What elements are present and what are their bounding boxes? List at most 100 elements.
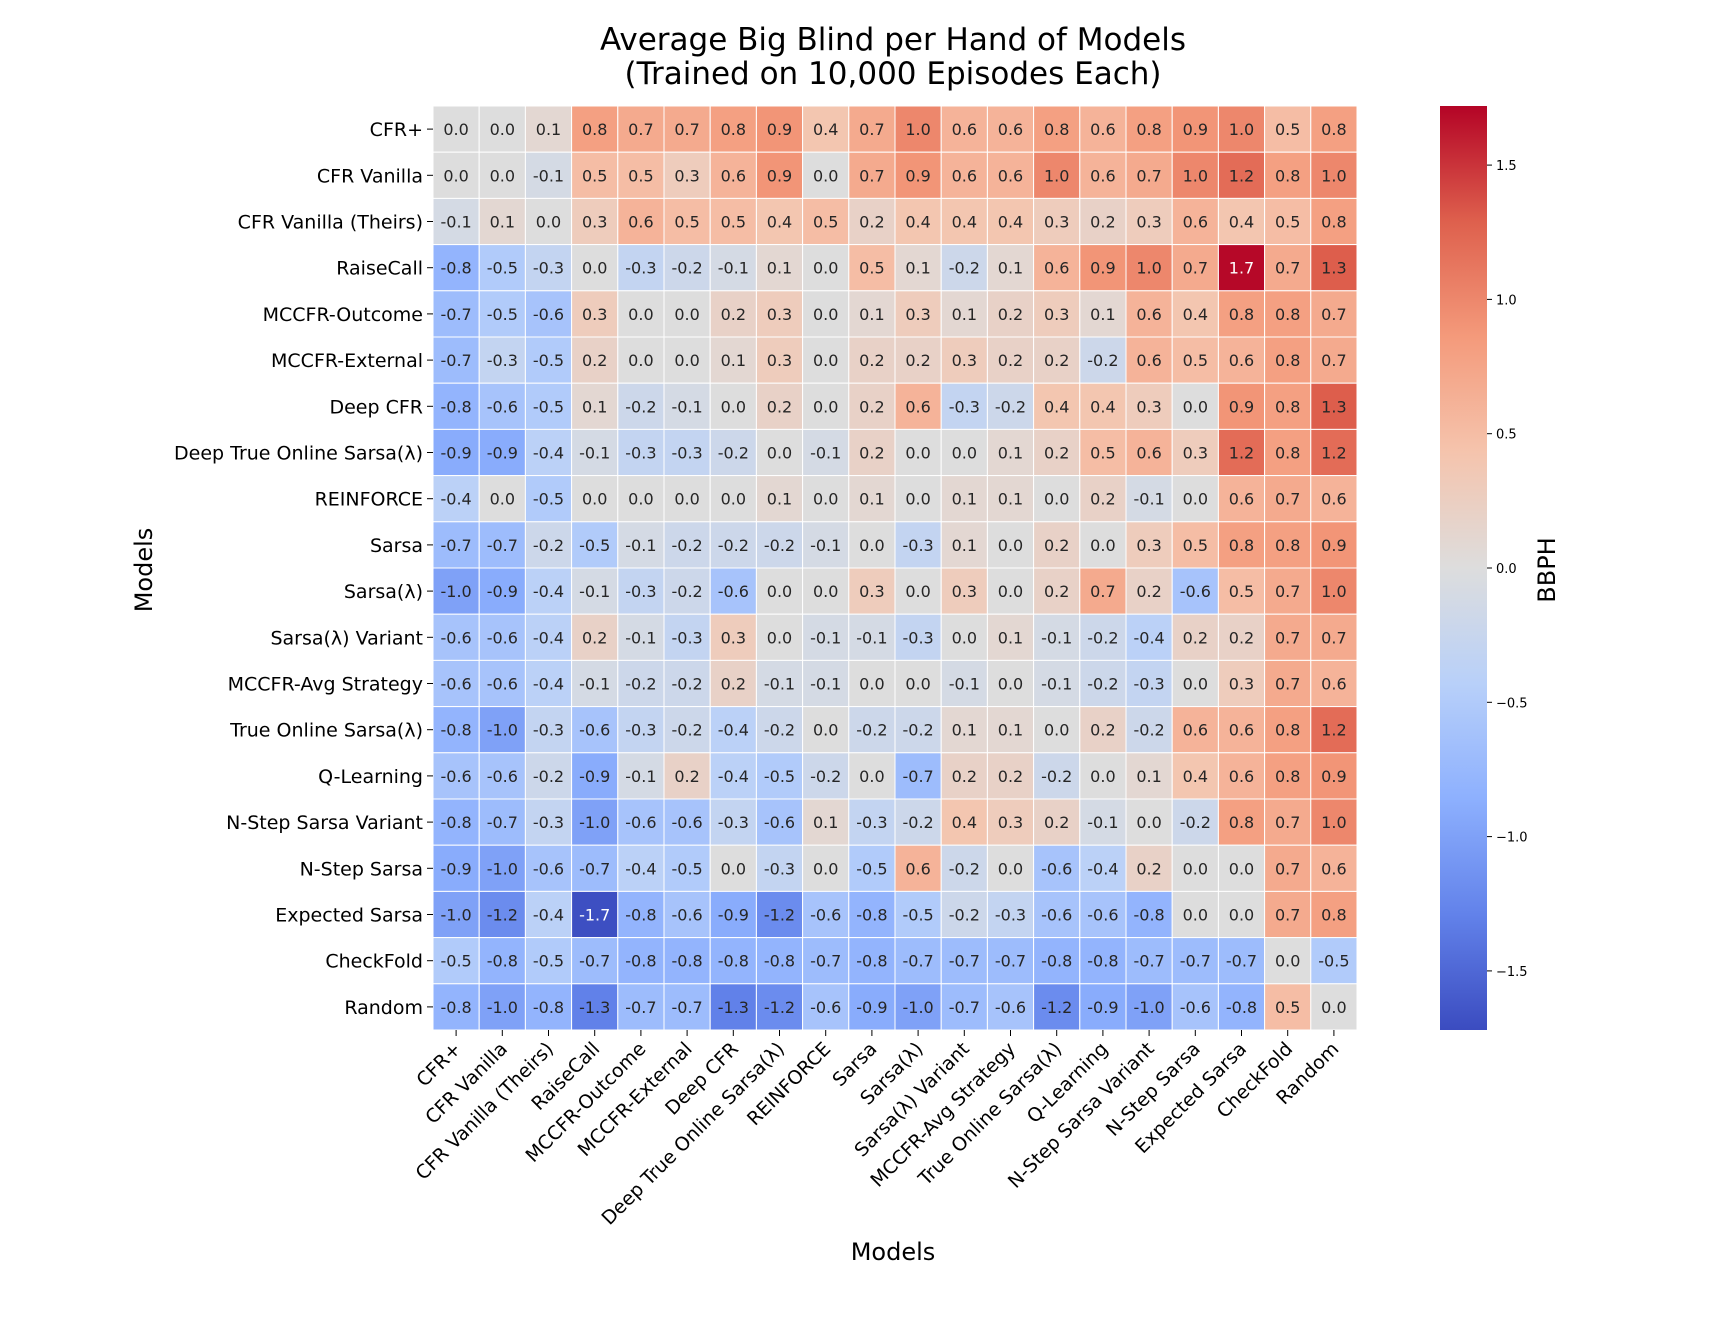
heatmap-cell bbox=[1033, 382, 1081, 430]
cell-value-label: -1.7 bbox=[579, 906, 610, 925]
cell-value-label: 0.8 bbox=[582, 120, 607, 139]
heatmap-cell bbox=[663, 382, 711, 430]
colorbar-ticks: 1.5 1.0 0.5 0.0 −0.5 −1.0 −1.5 bbox=[1487, 159, 1528, 980]
cell-value-label: 0.5 bbox=[1229, 582, 1254, 601]
cell-value-label: -0.7 bbox=[579, 859, 610, 878]
cell-value-label: -0.7 bbox=[810, 952, 841, 971]
heatmap-cell bbox=[571, 752, 619, 800]
heatmap-cell bbox=[1264, 659, 1312, 708]
cell-value-label: -0.8 bbox=[1226, 998, 1257, 1017]
heatmap-cell bbox=[802, 890, 850, 939]
heatmap-cell bbox=[709, 567, 757, 615]
cell-value-label: 0.1 bbox=[998, 259, 1023, 278]
colorbar-tick-label: −0.5 bbox=[1496, 696, 1528, 711]
cell-value-label: -0.3 bbox=[625, 721, 656, 740]
cell-value-label: 0.6 bbox=[1229, 721, 1254, 740]
heatmap-cell bbox=[755, 290, 804, 338]
cell-value-label: 0.0 bbox=[582, 259, 607, 278]
heatmap-cell bbox=[802, 983, 850, 1031]
heatmap-cell bbox=[663, 475, 711, 523]
cell-value-label: 1.7 bbox=[1229, 259, 1254, 278]
heatmap-cell bbox=[524, 290, 573, 338]
cell-value-label: 0.7 bbox=[1275, 906, 1300, 925]
heatmap-cell bbox=[802, 244, 850, 292]
cell-value-label: 0.8 bbox=[1275, 721, 1300, 740]
cell-value-label: -0.3 bbox=[764, 859, 795, 878]
cell-value-label: 0.0 bbox=[767, 628, 792, 647]
cell-value-label: 0.5 bbox=[813, 213, 838, 232]
cell-value-label: 0.0 bbox=[674, 305, 699, 324]
heatmap-cell bbox=[709, 983, 757, 1031]
cell-value-label: 0.1 bbox=[767, 259, 792, 278]
cell-value-label: -0.4 bbox=[1087, 859, 1118, 878]
cell-value-label: 0.1 bbox=[952, 536, 977, 555]
cell-value-label: 0.4 bbox=[905, 213, 930, 232]
cell-value-label: 0.1 bbox=[813, 813, 838, 832]
heatmap-cell bbox=[986, 475, 1035, 523]
cell-value-label: 1.0 bbox=[1183, 166, 1208, 185]
cell-value-label: 0.0 bbox=[628, 305, 653, 324]
heatmap-cell bbox=[1125, 844, 1173, 892]
heatmap-cell bbox=[1125, 105, 1173, 153]
heatmap-cell bbox=[478, 475, 526, 523]
heatmap-cell bbox=[1310, 244, 1358, 292]
heatmap-cell bbox=[1033, 613, 1081, 661]
cell-value-label: -0.6 bbox=[440, 628, 471, 647]
heatmap-cell bbox=[755, 798, 804, 846]
cell-value-label: -0.1 bbox=[579, 444, 610, 463]
heatmap-cell bbox=[894, 659, 942, 708]
cell-value-label: 0.0 bbox=[813, 259, 838, 278]
cell-value-label: -0.8 bbox=[1087, 952, 1118, 971]
heatmap-cell bbox=[1264, 244, 1312, 292]
cell-value-label: -0.6 bbox=[1041, 859, 1072, 878]
cell-value-label: -0.6 bbox=[440, 675, 471, 694]
cell-value-label: 0.0 bbox=[998, 582, 1023, 601]
cell-value-label: -0.3 bbox=[671, 444, 702, 463]
cell-value-label: 0.9 bbox=[767, 120, 792, 139]
heatmap-cell bbox=[940, 983, 988, 1031]
heatmap-cell bbox=[986, 336, 1035, 384]
heatmap-cell bbox=[1310, 752, 1358, 800]
heatmap-cell bbox=[663, 613, 711, 661]
heatmap-cell bbox=[755, 382, 804, 430]
cell-value-label: -0.2 bbox=[671, 582, 702, 601]
cell-value-label: -0.8 bbox=[487, 952, 518, 971]
cell-value-label: 0.1 bbox=[1090, 305, 1115, 324]
heatmap-cell bbox=[1079, 197, 1127, 246]
heatmap-cell bbox=[663, 706, 711, 754]
heatmap-cell bbox=[755, 844, 804, 892]
cell-value-label: -0.6 bbox=[810, 906, 841, 925]
colorbar-tick-label: −1.5 bbox=[1496, 965, 1528, 980]
cell-value-label: -0.2 bbox=[533, 536, 564, 555]
y-tick-label: CFR Vanilla (Theirs) bbox=[238, 212, 423, 234]
cell-value-label: 0.5 bbox=[582, 166, 607, 185]
cell-value-label: 0.8 bbox=[1275, 767, 1300, 786]
cell-value-label: 1.0 bbox=[1321, 582, 1346, 601]
heatmap-cell bbox=[1125, 428, 1173, 477]
cell-value-label: 0.3 bbox=[952, 351, 977, 370]
cell-value-label: -0.8 bbox=[1133, 906, 1164, 925]
cell-value-label: 1.2 bbox=[1321, 721, 1346, 740]
heatmap-cell bbox=[802, 844, 850, 892]
cell-value-label: -0.7 bbox=[902, 952, 933, 971]
cell-value-label: 0.5 bbox=[1183, 536, 1208, 555]
cell-value-label: 0.7 bbox=[859, 166, 884, 185]
cell-value-label: -0.2 bbox=[718, 536, 749, 555]
cell-value-label: 0.7 bbox=[1275, 813, 1300, 832]
cell-value-label: 0.7 bbox=[1321, 628, 1346, 647]
y-tick-label: Deep True Online Sarsa(λ) bbox=[174, 443, 423, 465]
cell-value-label: 1.0 bbox=[1044, 166, 1069, 185]
cell-value-label: -0.1 bbox=[1041, 628, 1072, 647]
cell-value-label: 0.0 bbox=[1183, 397, 1208, 416]
cell-value-label: -0.3 bbox=[902, 628, 933, 647]
heatmap-cell bbox=[663, 244, 711, 292]
heatmap-cell bbox=[986, 521, 1035, 569]
heatmap-cell bbox=[1079, 844, 1127, 892]
y-tick-label: CFR Vanilla bbox=[317, 165, 423, 187]
heatmap-cell bbox=[848, 567, 896, 615]
cell-value-label: -0.5 bbox=[902, 906, 933, 925]
heatmap-cell bbox=[617, 798, 665, 846]
heatmap-cell bbox=[1079, 706, 1127, 754]
cell-value-label: 0.2 bbox=[1090, 213, 1115, 232]
cell-value-label: 0.9 bbox=[1321, 767, 1346, 786]
